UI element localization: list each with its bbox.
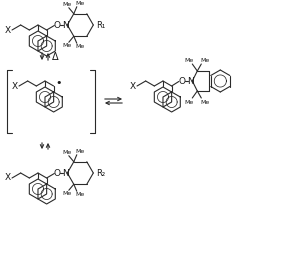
Text: N: N xyxy=(62,21,69,29)
Text: Me: Me xyxy=(185,58,194,63)
Text: •: • xyxy=(55,78,62,88)
Text: Δ: Δ xyxy=(52,52,58,62)
Text: Me: Me xyxy=(75,149,84,154)
Text: Me: Me xyxy=(75,1,84,6)
Text: Me: Me xyxy=(75,192,84,197)
Text: R₂: R₂ xyxy=(96,168,105,177)
Text: Me: Me xyxy=(201,100,210,105)
Text: R₁: R₁ xyxy=(96,21,105,29)
Text: O: O xyxy=(178,76,185,86)
Text: O: O xyxy=(53,21,60,29)
Text: Me: Me xyxy=(75,44,84,49)
Text: Me: Me xyxy=(62,43,72,48)
Text: X: X xyxy=(5,173,11,182)
Text: X: X xyxy=(130,81,136,91)
Text: N: N xyxy=(188,76,194,86)
Text: X: X xyxy=(5,26,11,34)
Text: N: N xyxy=(62,168,69,177)
Text: Me: Me xyxy=(201,58,210,63)
Text: X: X xyxy=(12,81,18,91)
Text: Me: Me xyxy=(185,100,194,105)
Text: Me: Me xyxy=(62,150,72,155)
Text: O: O xyxy=(53,168,60,177)
Text: Me: Me xyxy=(62,2,72,7)
Text: Me: Me xyxy=(62,191,72,196)
